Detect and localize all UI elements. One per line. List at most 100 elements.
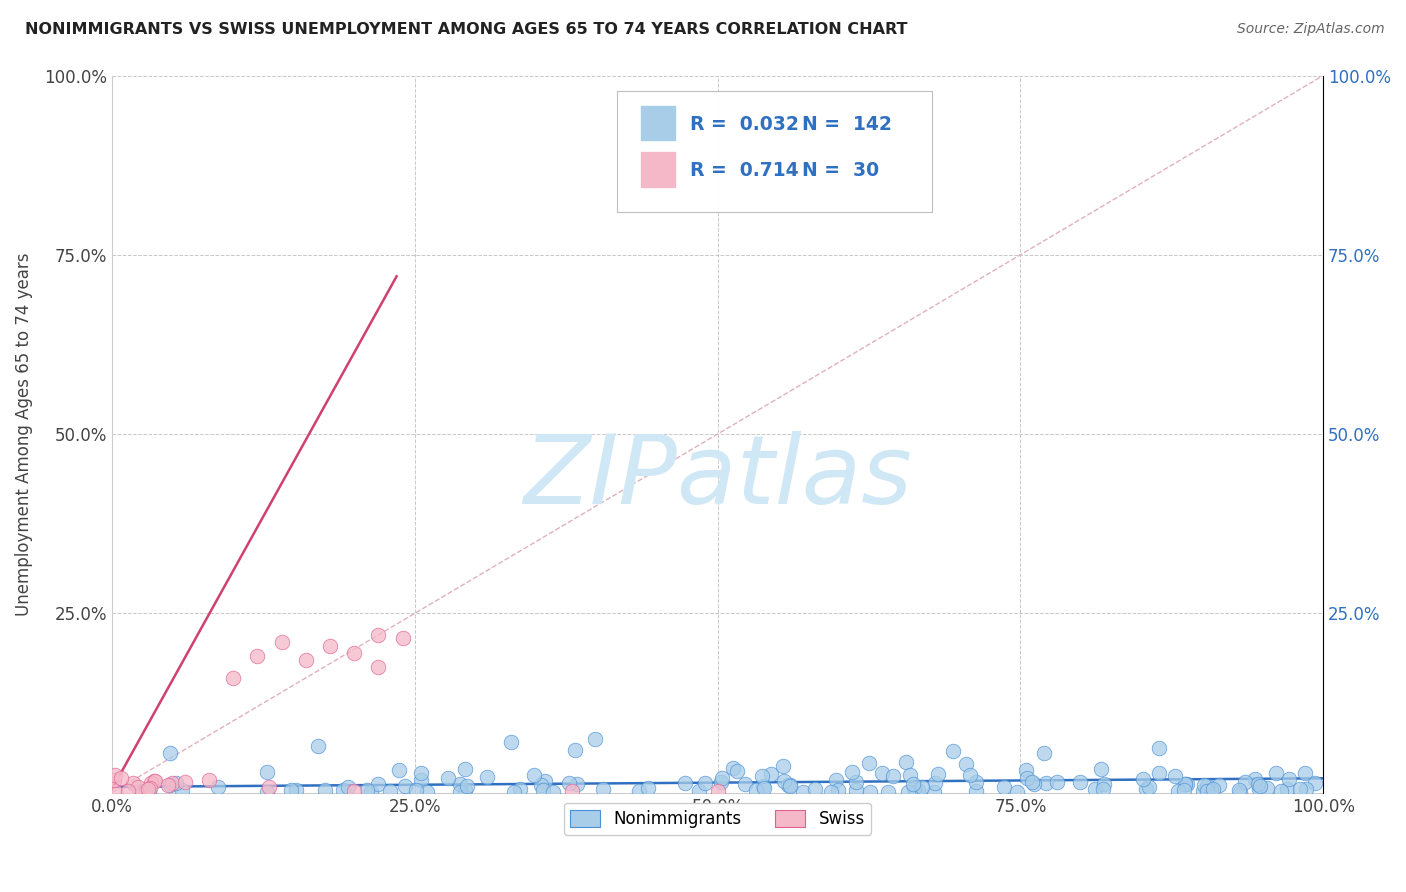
Point <box>165 776 187 790</box>
Point <box>1303 775 1326 789</box>
Point <box>721 761 744 775</box>
Point <box>456 779 478 793</box>
Point <box>779 780 801 794</box>
Point <box>1243 772 1265 786</box>
Point <box>1175 777 1198 791</box>
Point <box>772 759 794 773</box>
Point <box>534 774 557 789</box>
Point <box>1201 783 1223 797</box>
Point <box>1167 784 1189 798</box>
Point <box>284 782 307 797</box>
Point <box>922 785 945 799</box>
Point <box>903 785 925 799</box>
Point <box>501 735 523 749</box>
Point <box>1090 762 1112 776</box>
Point <box>673 776 696 790</box>
Point <box>314 782 336 797</box>
Point <box>898 767 921 781</box>
Point <box>1247 777 1270 791</box>
Point <box>136 782 159 797</box>
Point <box>143 774 166 789</box>
Point <box>117 784 139 798</box>
Point <box>804 782 827 797</box>
Point <box>104 768 127 782</box>
Point <box>1174 777 1197 791</box>
Point <box>1289 781 1312 796</box>
Point <box>141 776 163 790</box>
Point <box>139 780 162 795</box>
Point <box>845 775 868 789</box>
Point <box>942 744 965 758</box>
Point <box>882 769 904 783</box>
Point <box>367 660 389 674</box>
Point <box>565 777 588 791</box>
Point <box>792 785 814 799</box>
Text: N =  30: N = 30 <box>803 161 880 180</box>
Point <box>706 783 728 797</box>
Point <box>1270 784 1292 798</box>
Point <box>1249 780 1271 794</box>
Point <box>820 785 842 799</box>
Point <box>135 785 157 799</box>
Point <box>454 762 477 776</box>
Point <box>1069 774 1091 789</box>
Point <box>993 780 1015 794</box>
Point <box>523 767 546 781</box>
Point <box>405 783 427 797</box>
Point <box>198 772 221 787</box>
Point <box>911 780 934 794</box>
Text: N =  142: N = 142 <box>803 115 893 134</box>
Point <box>903 781 925 796</box>
Point <box>1192 784 1215 798</box>
FancyBboxPatch shape <box>641 105 675 140</box>
Point <box>894 755 917 769</box>
FancyBboxPatch shape <box>617 91 932 211</box>
Point <box>1092 777 1115 791</box>
Point <box>127 780 149 794</box>
Point <box>1033 746 1056 760</box>
Point <box>759 767 782 781</box>
Point <box>356 783 378 797</box>
Point <box>903 776 925 790</box>
Point <box>859 785 882 799</box>
Y-axis label: Unemployment Among Ages 65 to 74 years: Unemployment Among Ages 65 to 74 years <box>15 252 32 615</box>
Point <box>637 781 659 796</box>
Point <box>1275 782 1298 797</box>
Point <box>1164 769 1187 783</box>
Point <box>628 784 651 798</box>
Point <box>280 783 302 797</box>
Point <box>1229 785 1251 799</box>
Point <box>592 782 614 797</box>
Point <box>825 772 848 787</box>
Point <box>173 775 195 789</box>
Point <box>332 782 354 797</box>
Text: Source: ZipAtlas.com: Source: ZipAtlas.com <box>1237 22 1385 37</box>
Point <box>927 766 949 780</box>
Point <box>966 784 988 798</box>
Point <box>1139 780 1161 794</box>
Point <box>1195 784 1218 798</box>
Point <box>503 784 526 798</box>
Point <box>751 769 773 783</box>
Point <box>343 646 366 660</box>
Point <box>129 784 152 798</box>
Point <box>411 766 433 780</box>
Point <box>773 774 796 789</box>
Point <box>103 784 125 798</box>
Text: NONIMMIGRANTS VS SWISS UNEMPLOYMENT AMONG AGES 65 TO 74 YEARS CORRELATION CHART: NONIMMIGRANTS VS SWISS UNEMPLOYMENT AMON… <box>25 22 908 37</box>
Point <box>270 635 292 649</box>
Point <box>1294 765 1316 780</box>
Point <box>367 777 389 791</box>
Point <box>391 632 413 646</box>
Point <box>1249 781 1271 796</box>
Point <box>1132 772 1154 786</box>
Point <box>1005 785 1028 799</box>
Point <box>965 775 987 789</box>
Point <box>449 777 471 791</box>
Point <box>734 777 756 791</box>
Point <box>1202 781 1225 796</box>
Point <box>294 653 316 667</box>
Point <box>1147 741 1170 756</box>
Point <box>256 785 278 799</box>
Point <box>1046 774 1069 789</box>
